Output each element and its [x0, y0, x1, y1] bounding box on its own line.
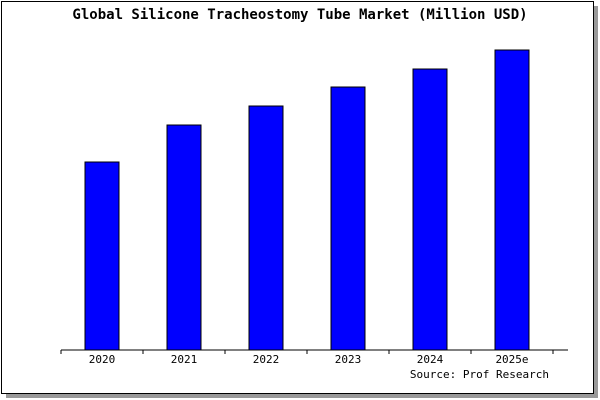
x-tick-label: 2025e: [495, 353, 528, 366]
x-tick-label: 2023: [335, 353, 362, 366]
bar: [330, 86, 366, 351]
x-tick-label: 2022: [253, 353, 280, 366]
bar: [248, 105, 284, 351]
bar: [494, 49, 530, 351]
chart-title: Global Silicone Tracheostomy Tube Market…: [72, 7, 527, 23]
x-tick-label: 2021: [171, 353, 198, 366]
x-tick-label: 2024: [417, 353, 444, 366]
bar: [84, 161, 120, 351]
bar: [166, 124, 202, 351]
plot-area: [61, 44, 568, 350]
source-note: Source: Prof Research: [410, 368, 549, 381]
bar: [412, 68, 448, 351]
x-tick-label: 2020: [89, 353, 116, 366]
